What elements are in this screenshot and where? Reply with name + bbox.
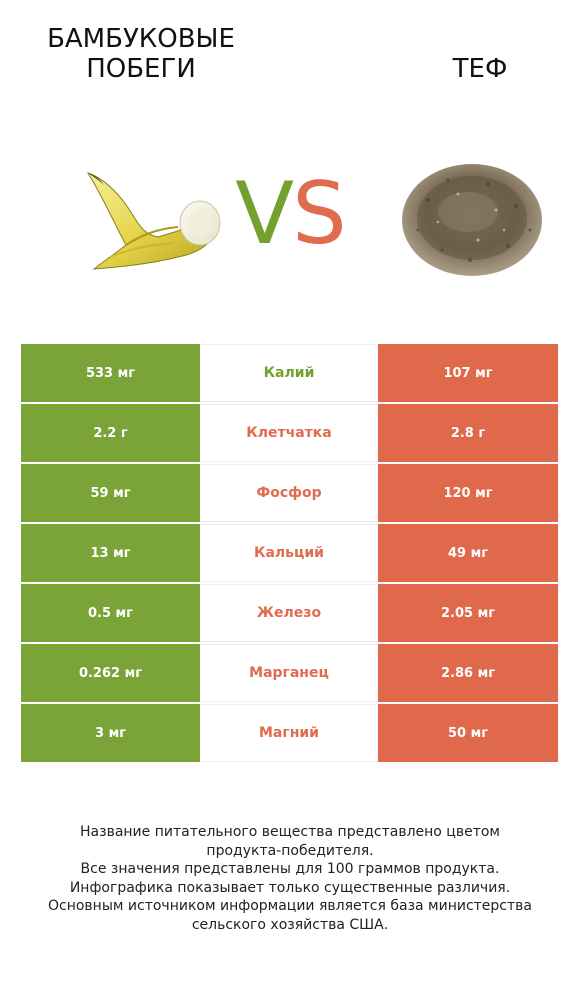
table-row: 3 мг Магний 50 мг: [21, 704, 558, 762]
right-value: 2.86 мг: [378, 644, 558, 702]
right-value: 50 мг: [378, 704, 558, 762]
footer-line: Все значения представлены для 100 граммо…: [80, 861, 500, 877]
left-value: 0.262 мг: [21, 644, 200, 702]
left-value: 2.2 г: [21, 404, 200, 462]
nutrient-name: Фосфор: [200, 464, 378, 522]
left-value: 13 мг: [21, 524, 200, 582]
left-value: 3 мг: [21, 704, 200, 762]
right-value: 2.8 г: [378, 404, 558, 462]
table-row: 2.2 г Клетчатка 2.8 г: [21, 404, 558, 462]
table-row: 0.262 мг Марганец 2.86 мг: [21, 644, 558, 702]
nutrient-name: Магний: [200, 704, 378, 762]
table-row: 533 мг Калий 107 мг: [21, 344, 558, 402]
nutrient-name: Кальций: [200, 524, 378, 582]
nutrient-name: Калий: [200, 344, 378, 402]
nutrient-name: Клетчатка: [200, 404, 378, 462]
footer-line: Инфографика показывает только существенн…: [69, 879, 511, 896]
nutrient-name: Марганец: [200, 644, 378, 702]
bamboo-shoot-image: [86, 172, 221, 270]
left-value: 59 мг: [21, 464, 200, 522]
table-row: 0.5 мг Железо 2.05 мг: [21, 584, 558, 642]
left-value: 533 мг: [21, 344, 200, 402]
teff-grain-image: [402, 164, 542, 276]
right-value: 120 мг: [378, 464, 558, 522]
nutrient-name: Железо: [200, 584, 378, 642]
versus-label: VS: [235, 164, 346, 264]
left-product-title: БАМБУКОВЫЕ ПОБЕГИ: [47, 24, 235, 84]
footer-line: Основным источником информации является …: [48, 898, 532, 933]
right-value: 2.05 мг: [378, 584, 558, 642]
table-row: 59 мг Фосфор 120 мг: [21, 464, 558, 522]
nutrient-comparison-table: 533 мг Калий 107 мг 2.2 г Клетчатка 2.8 …: [21, 344, 558, 764]
table-row: 13 мг Кальций 49 мг: [21, 524, 558, 582]
footer-line: Название питательного вещества представл…: [80, 824, 500, 859]
right-value: 107 мг: [378, 344, 558, 402]
left-value: 0.5 мг: [21, 584, 200, 642]
right-value: 49 мг: [378, 524, 558, 582]
right-product-title: ТЕФ: [452, 54, 508, 84]
footer-notes: Название питательного вещества представл…: [20, 823, 560, 934]
